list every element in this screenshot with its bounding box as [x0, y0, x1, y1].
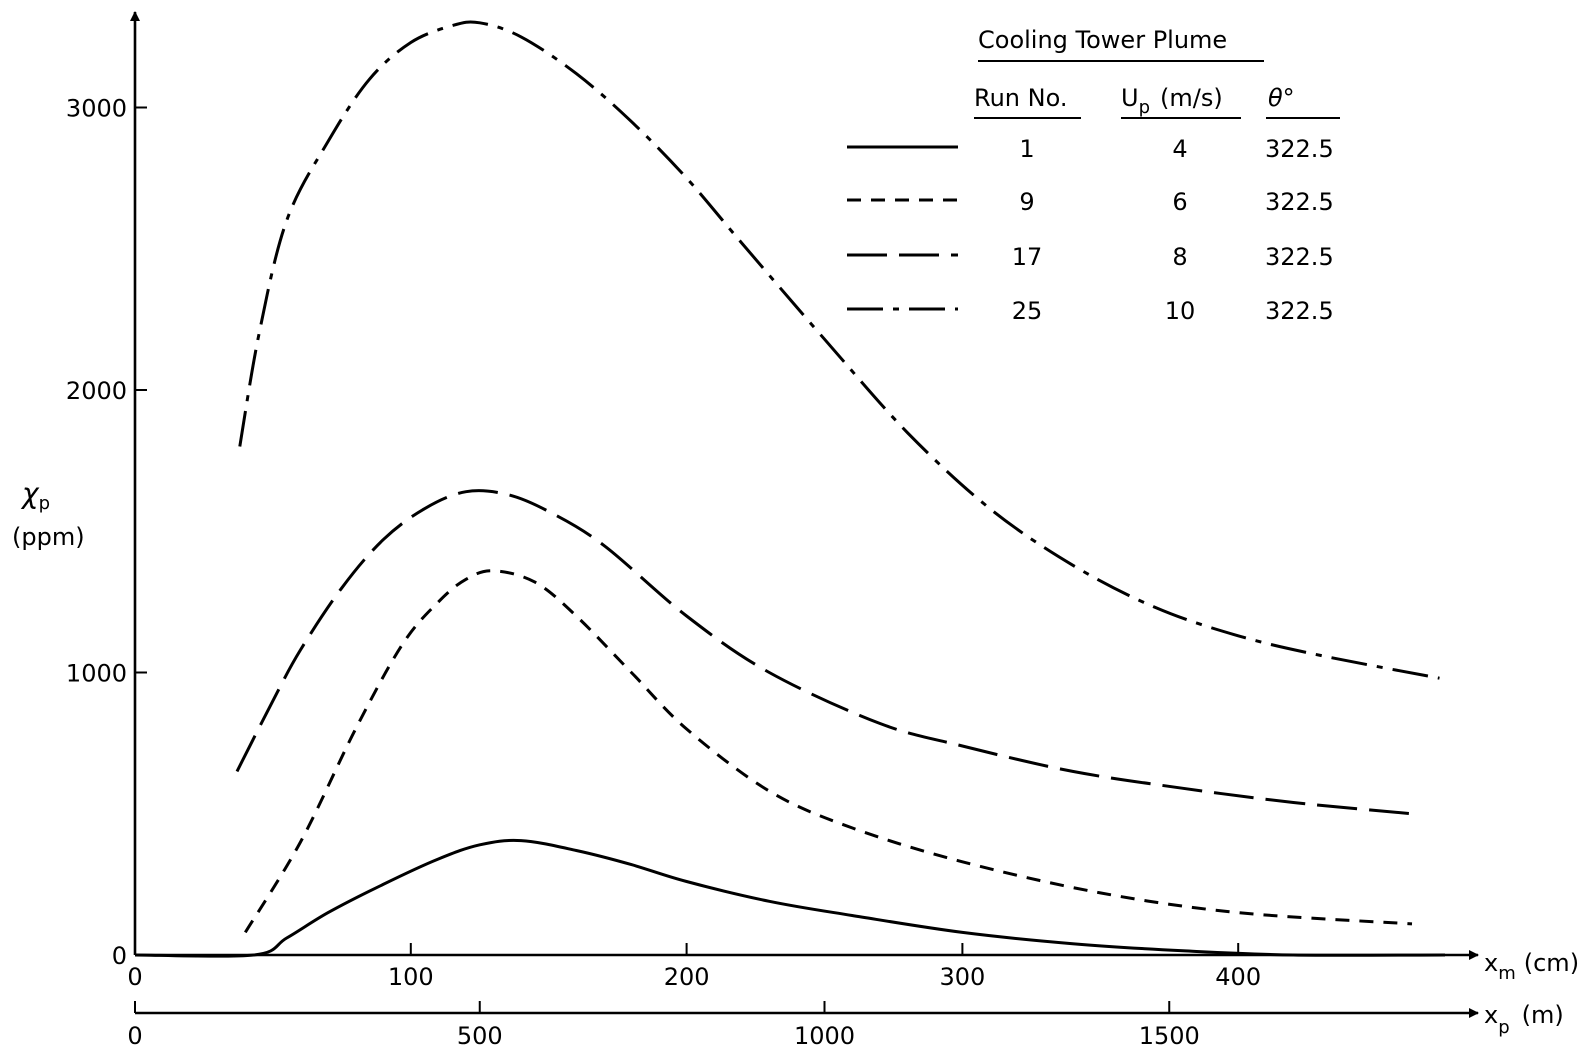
legend-run-value: 1	[1019, 135, 1034, 163]
x-model-tick-label: 0	[127, 963, 142, 991]
x-axis-proto-label: xp (m)	[1484, 1001, 1564, 1038]
x-axis-proto-label-symbol: x	[1484, 1001, 1498, 1029]
legend-up-value: 10	[1165, 297, 1196, 325]
legend-theta-value: 322.5	[1265, 135, 1334, 163]
series-line-run-9	[244, 569, 1413, 934]
y-axis-label: χp	[20, 477, 50, 514]
legend-up-value: 4	[1172, 135, 1187, 163]
x-model-tick-label: 400	[1215, 963, 1261, 991]
legend-theta-value: 322.5	[1265, 243, 1334, 271]
y-tick-label: 3000	[66, 95, 127, 123]
y-axis-unit: (ppm)	[12, 523, 85, 551]
x-proto-tick-label: 500	[457, 1022, 503, 1050]
legend-theta-value: 322.5	[1265, 297, 1334, 325]
legend-header-up: Up (m/s)	[1121, 84, 1223, 118]
x-ticks-model: 0 100 200 300 400	[127, 943, 1261, 991]
x-axis-model-label: xm (cm)	[1484, 949, 1579, 984]
x-proto-tick-label: 0	[127, 1022, 142, 1050]
x-model-tick-label: 200	[664, 963, 710, 991]
legend-header-up-unit: (m/s)	[1160, 84, 1223, 112]
x-proto-tick-label: 1000	[794, 1022, 855, 1050]
y-tick-label: 2000	[66, 377, 127, 405]
x-model-tick-label: 100	[388, 963, 434, 991]
y-axis-label-symbol: χ	[20, 477, 40, 510]
legend-up-value: 8	[1172, 243, 1187, 271]
legend-rows: 1 4 322.5 9 6 322.5 17 8 322.5 25 10 322.5	[847, 135, 1334, 325]
x-axis-model-label-symbol: x	[1484, 949, 1498, 977]
x-ticks-proto: 0 500 1000 1500	[127, 1001, 1200, 1050]
x-axis-model-label-sub: m	[1498, 963, 1516, 984]
legend-up-value: 6	[1172, 188, 1187, 216]
x-axis-model-label-unit: (cm)	[1524, 949, 1579, 977]
x-axis-proto-label-sub: p	[1498, 1017, 1509, 1038]
series-line-run-25	[238, 20, 1440, 680]
series-line-run-1	[134, 838, 1446, 958]
x-axis-proto-label-unit: (m)	[1522, 1001, 1564, 1029]
legend-header-up-sub: p	[1139, 97, 1150, 118]
y-ticks: 0 1000 2000 3000	[66, 95, 147, 970]
series-group	[134, 20, 1446, 958]
legend-run-value: 17	[1012, 243, 1043, 271]
legend-run-value: 9	[1019, 188, 1034, 216]
y-tick-label: 0	[112, 942, 127, 970]
series-line-run-17	[235, 489, 1413, 816]
y-axis-label-sub: p	[39, 493, 50, 514]
legend-run-value: 25	[1012, 297, 1043, 325]
legend-header-up-symbol: U	[1121, 84, 1139, 112]
legend-title: Cooling Tower Plume	[978, 26, 1227, 54]
legend-theta-value: 322.5	[1265, 188, 1334, 216]
y-tick-label: 1000	[66, 660, 127, 688]
legend-header-run: Run No.	[974, 84, 1068, 112]
x-model-tick-label: 300	[939, 963, 985, 991]
legend: Cooling Tower Plume Run No. Up (m/s) θ° 1…	[847, 26, 1340, 325]
legend-header-theta: θ°	[1268, 84, 1295, 112]
x-proto-tick-label: 1500	[1139, 1022, 1200, 1050]
